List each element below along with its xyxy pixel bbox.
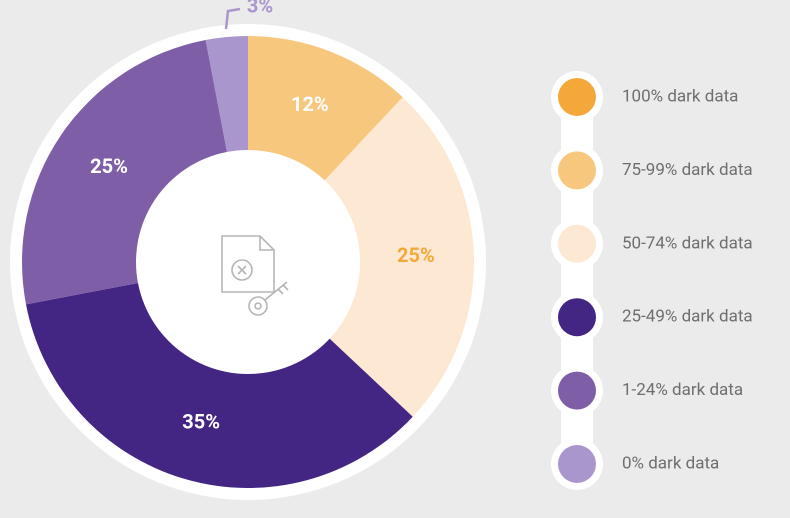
data-label: 12% xyxy=(291,92,329,116)
file-circle xyxy=(231,259,253,281)
legend-label: 75-99% dark data xyxy=(622,160,753,180)
legend-swatch xyxy=(558,151,596,190)
data-label: 3% xyxy=(247,0,273,17)
legend-label: 50-74% dark data xyxy=(622,233,753,253)
legend-label: 0% dark data xyxy=(622,453,719,473)
legend-swatch xyxy=(558,371,596,410)
legend: 100% dark data 75-99% dark data 50-74% dar… xyxy=(551,71,753,490)
data-label: 35% xyxy=(182,410,220,434)
legend-swatch xyxy=(558,78,596,116)
legend-label: 25-49% dark data xyxy=(622,307,753,327)
legend-swatch xyxy=(558,224,596,263)
key-shaft xyxy=(264,281,289,301)
file-icon xyxy=(221,235,289,316)
file-corner xyxy=(259,236,274,251)
slices xyxy=(21,36,474,488)
legend-label: 100% dark data xyxy=(622,86,738,106)
labels: 12% 25% 35% 25% 3% xyxy=(90,0,435,434)
file-x xyxy=(237,265,247,275)
key-hole xyxy=(254,302,262,310)
legend-swatch xyxy=(558,445,596,483)
legend-label: 1-24% dark data xyxy=(622,380,743,400)
file-outline xyxy=(221,235,275,293)
slice xyxy=(248,97,474,417)
key-head xyxy=(248,296,268,316)
legend-swatch xyxy=(558,298,596,337)
data-label: 25% xyxy=(397,243,435,267)
data-label: 25% xyxy=(90,154,128,178)
leader-line xyxy=(224,7,241,30)
slice xyxy=(26,262,413,488)
